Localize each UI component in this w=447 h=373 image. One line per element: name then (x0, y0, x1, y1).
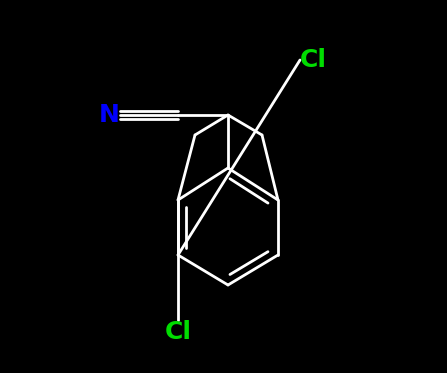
Text: N: N (99, 103, 120, 127)
Text: Cl: Cl (300, 48, 327, 72)
Text: Cl: Cl (164, 320, 191, 344)
